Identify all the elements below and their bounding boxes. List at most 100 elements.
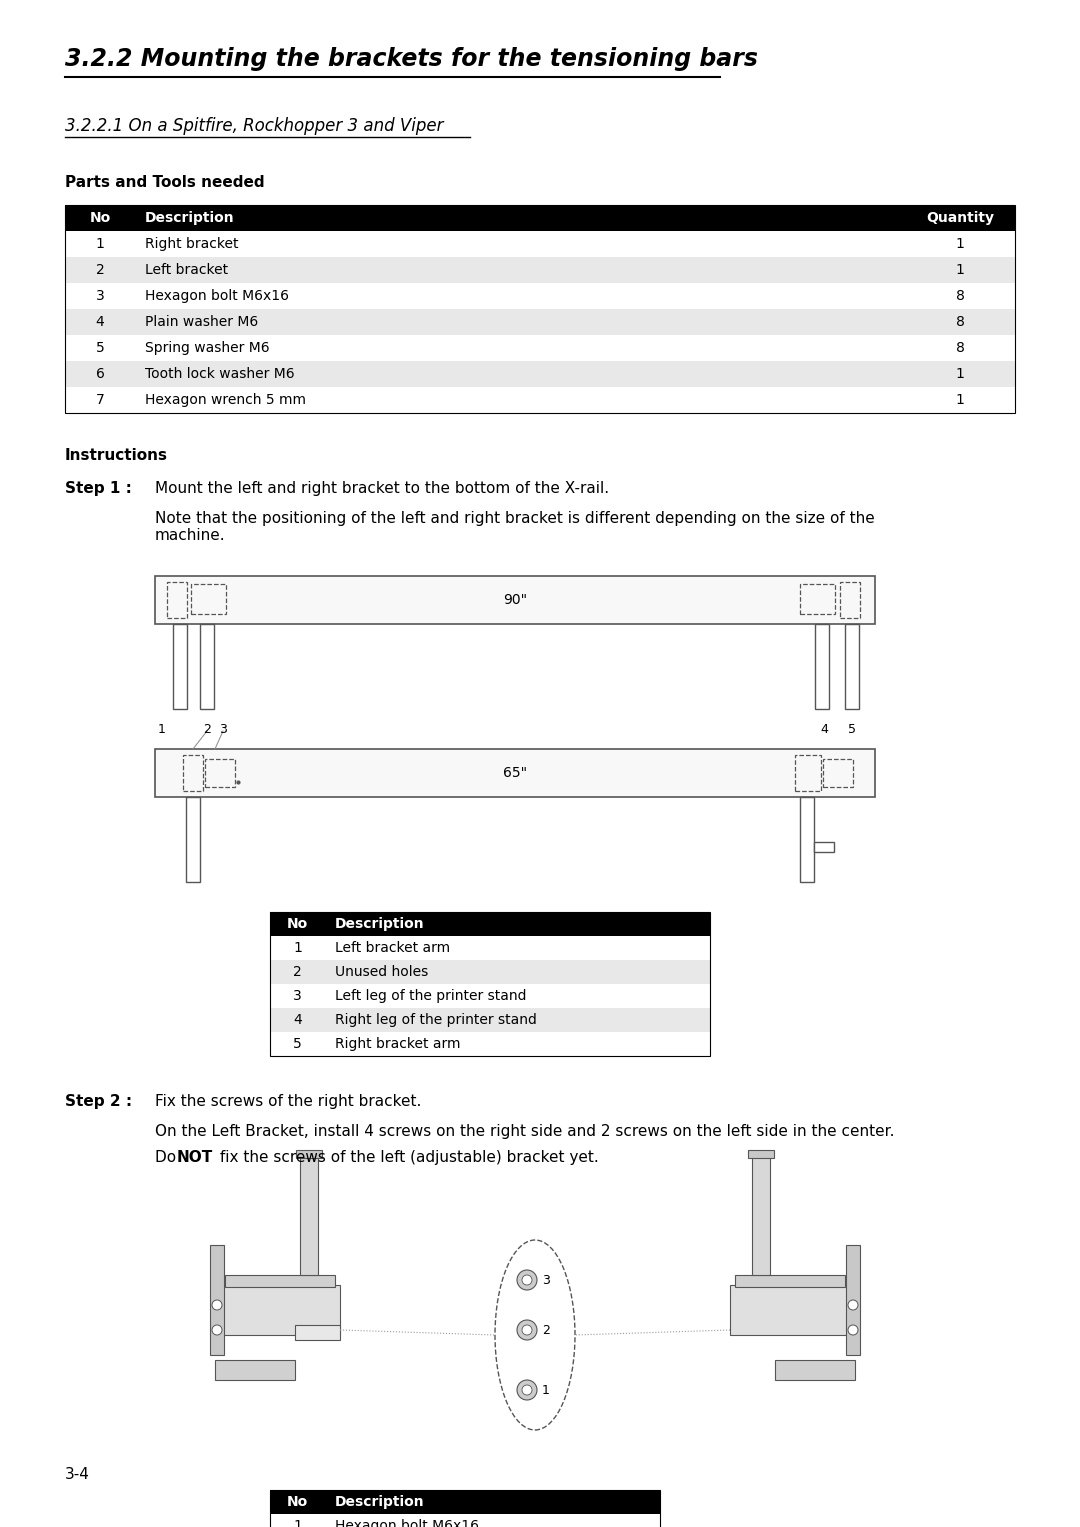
Bar <box>270 1490 660 1513</box>
Bar <box>846 1245 860 1354</box>
Text: 1: 1 <box>158 722 166 736</box>
Bar <box>270 912 710 1057</box>
Text: 2: 2 <box>96 263 105 276</box>
Bar <box>270 1032 710 1057</box>
Text: 2: 2 <box>542 1324 550 1336</box>
Text: 1: 1 <box>956 366 964 382</box>
Text: No: No <box>287 918 308 931</box>
Bar <box>156 576 875 625</box>
Bar <box>65 231 1015 257</box>
Circle shape <box>848 1299 858 1310</box>
Bar <box>752 1154 770 1275</box>
Text: Note that the positioning of the left and right bracket is different depending o: Note that the positioning of the left an… <box>156 512 875 544</box>
Bar <box>270 983 710 1008</box>
Text: 1: 1 <box>956 237 964 250</box>
Text: 5: 5 <box>293 1037 302 1051</box>
Text: Spring washer M6: Spring washer M6 <box>145 341 270 354</box>
Bar <box>270 912 710 936</box>
Bar <box>65 205 1015 231</box>
Bar <box>270 1008 710 1032</box>
Text: Description: Description <box>335 1495 424 1509</box>
Text: Left bracket arm: Left bracket arm <box>335 941 450 954</box>
Text: Mount the left and right bracket to the bottom of the X-rail.: Mount the left and right bracket to the … <box>156 481 609 496</box>
Text: Unused holes: Unused holes <box>335 965 429 979</box>
Text: Description: Description <box>145 211 234 224</box>
Text: 1: 1 <box>95 237 105 250</box>
Bar <box>800 583 835 614</box>
Text: 2: 2 <box>203 722 211 736</box>
Text: NOT: NOT <box>177 1150 213 1165</box>
Circle shape <box>517 1319 537 1341</box>
Text: 3.2.2 Mounting the brackets for the tensioning bars: 3.2.2 Mounting the brackets for the tens… <box>65 47 758 70</box>
Bar <box>775 1361 855 1380</box>
Text: 3: 3 <box>96 289 105 302</box>
Text: 1: 1 <box>293 941 302 954</box>
Text: Step 1 :: Step 1 : <box>65 481 132 496</box>
Text: Description: Description <box>335 918 424 931</box>
Circle shape <box>212 1325 222 1335</box>
Text: 4: 4 <box>96 315 105 328</box>
Text: 4: 4 <box>820 722 828 736</box>
Text: 3-4: 3-4 <box>65 1467 90 1483</box>
Circle shape <box>522 1275 532 1286</box>
Bar <box>735 1275 845 1287</box>
Text: No: No <box>90 211 110 224</box>
Bar <box>186 797 200 883</box>
Bar <box>800 797 814 883</box>
Bar <box>205 759 235 786</box>
Text: Tooth lock washer M6: Tooth lock washer M6 <box>145 366 295 382</box>
Bar <box>270 960 710 983</box>
Text: 1: 1 <box>293 1519 302 1527</box>
Text: 4: 4 <box>293 1012 302 1028</box>
Text: 90": 90" <box>503 592 527 608</box>
Circle shape <box>848 1325 858 1335</box>
Circle shape <box>212 1299 222 1310</box>
Text: Plain washer M6: Plain washer M6 <box>145 315 258 328</box>
Bar <box>167 582 187 618</box>
Bar <box>840 582 860 618</box>
Bar <box>173 625 187 709</box>
Bar <box>295 1325 340 1341</box>
Text: Left leg of the printer stand: Left leg of the printer stand <box>335 989 527 1003</box>
Bar <box>795 754 821 791</box>
Text: Left bracket: Left bracket <box>145 263 228 276</box>
Bar <box>65 308 1015 334</box>
Bar <box>210 1245 224 1354</box>
Circle shape <box>522 1385 532 1396</box>
Text: Do: Do <box>156 1150 181 1165</box>
Bar <box>815 625 829 709</box>
Circle shape <box>517 1270 537 1290</box>
Bar <box>65 386 1015 412</box>
Bar <box>730 1286 850 1335</box>
Text: 65": 65" <box>503 767 527 780</box>
Bar <box>296 1150 322 1157</box>
Circle shape <box>522 1325 532 1335</box>
Text: 2: 2 <box>293 965 302 979</box>
Text: fix the screws of the left (adjustable) bracket yet.: fix the screws of the left (adjustable) … <box>215 1150 598 1165</box>
Bar <box>215 1361 295 1380</box>
Text: Parts and Tools needed: Parts and Tools needed <box>65 176 265 189</box>
Bar <box>814 841 834 852</box>
Bar <box>748 1150 774 1157</box>
Bar <box>270 1490 660 1527</box>
Circle shape <box>517 1380 537 1400</box>
Text: Right bracket: Right bracket <box>145 237 239 250</box>
Bar <box>270 1513 660 1527</box>
Bar <box>823 759 853 786</box>
Bar <box>65 360 1015 386</box>
Text: 1: 1 <box>956 263 964 276</box>
Text: Fix the screws of the right bracket.: Fix the screws of the right bracket. <box>156 1093 421 1109</box>
Bar <box>845 625 859 709</box>
Text: On the Left Bracket, install 4 screws on the right side and 2 screws on the left: On the Left Bracket, install 4 screws on… <box>156 1124 894 1139</box>
Bar <box>270 936 710 960</box>
Text: 3: 3 <box>542 1274 550 1287</box>
Text: 7: 7 <box>96 392 105 408</box>
Text: 3.2.2.1 On a Spitfire, Rockhopper 3 and Viper: 3.2.2.1 On a Spitfire, Rockhopper 3 and … <box>65 118 444 134</box>
Text: Instructions: Instructions <box>65 447 168 463</box>
Text: 3: 3 <box>219 722 227 736</box>
Bar <box>65 334 1015 360</box>
Text: 3: 3 <box>293 989 302 1003</box>
Text: 5: 5 <box>848 722 856 736</box>
Text: 8: 8 <box>956 289 964 302</box>
Text: Hexagon bolt M6x16: Hexagon bolt M6x16 <box>145 289 289 302</box>
